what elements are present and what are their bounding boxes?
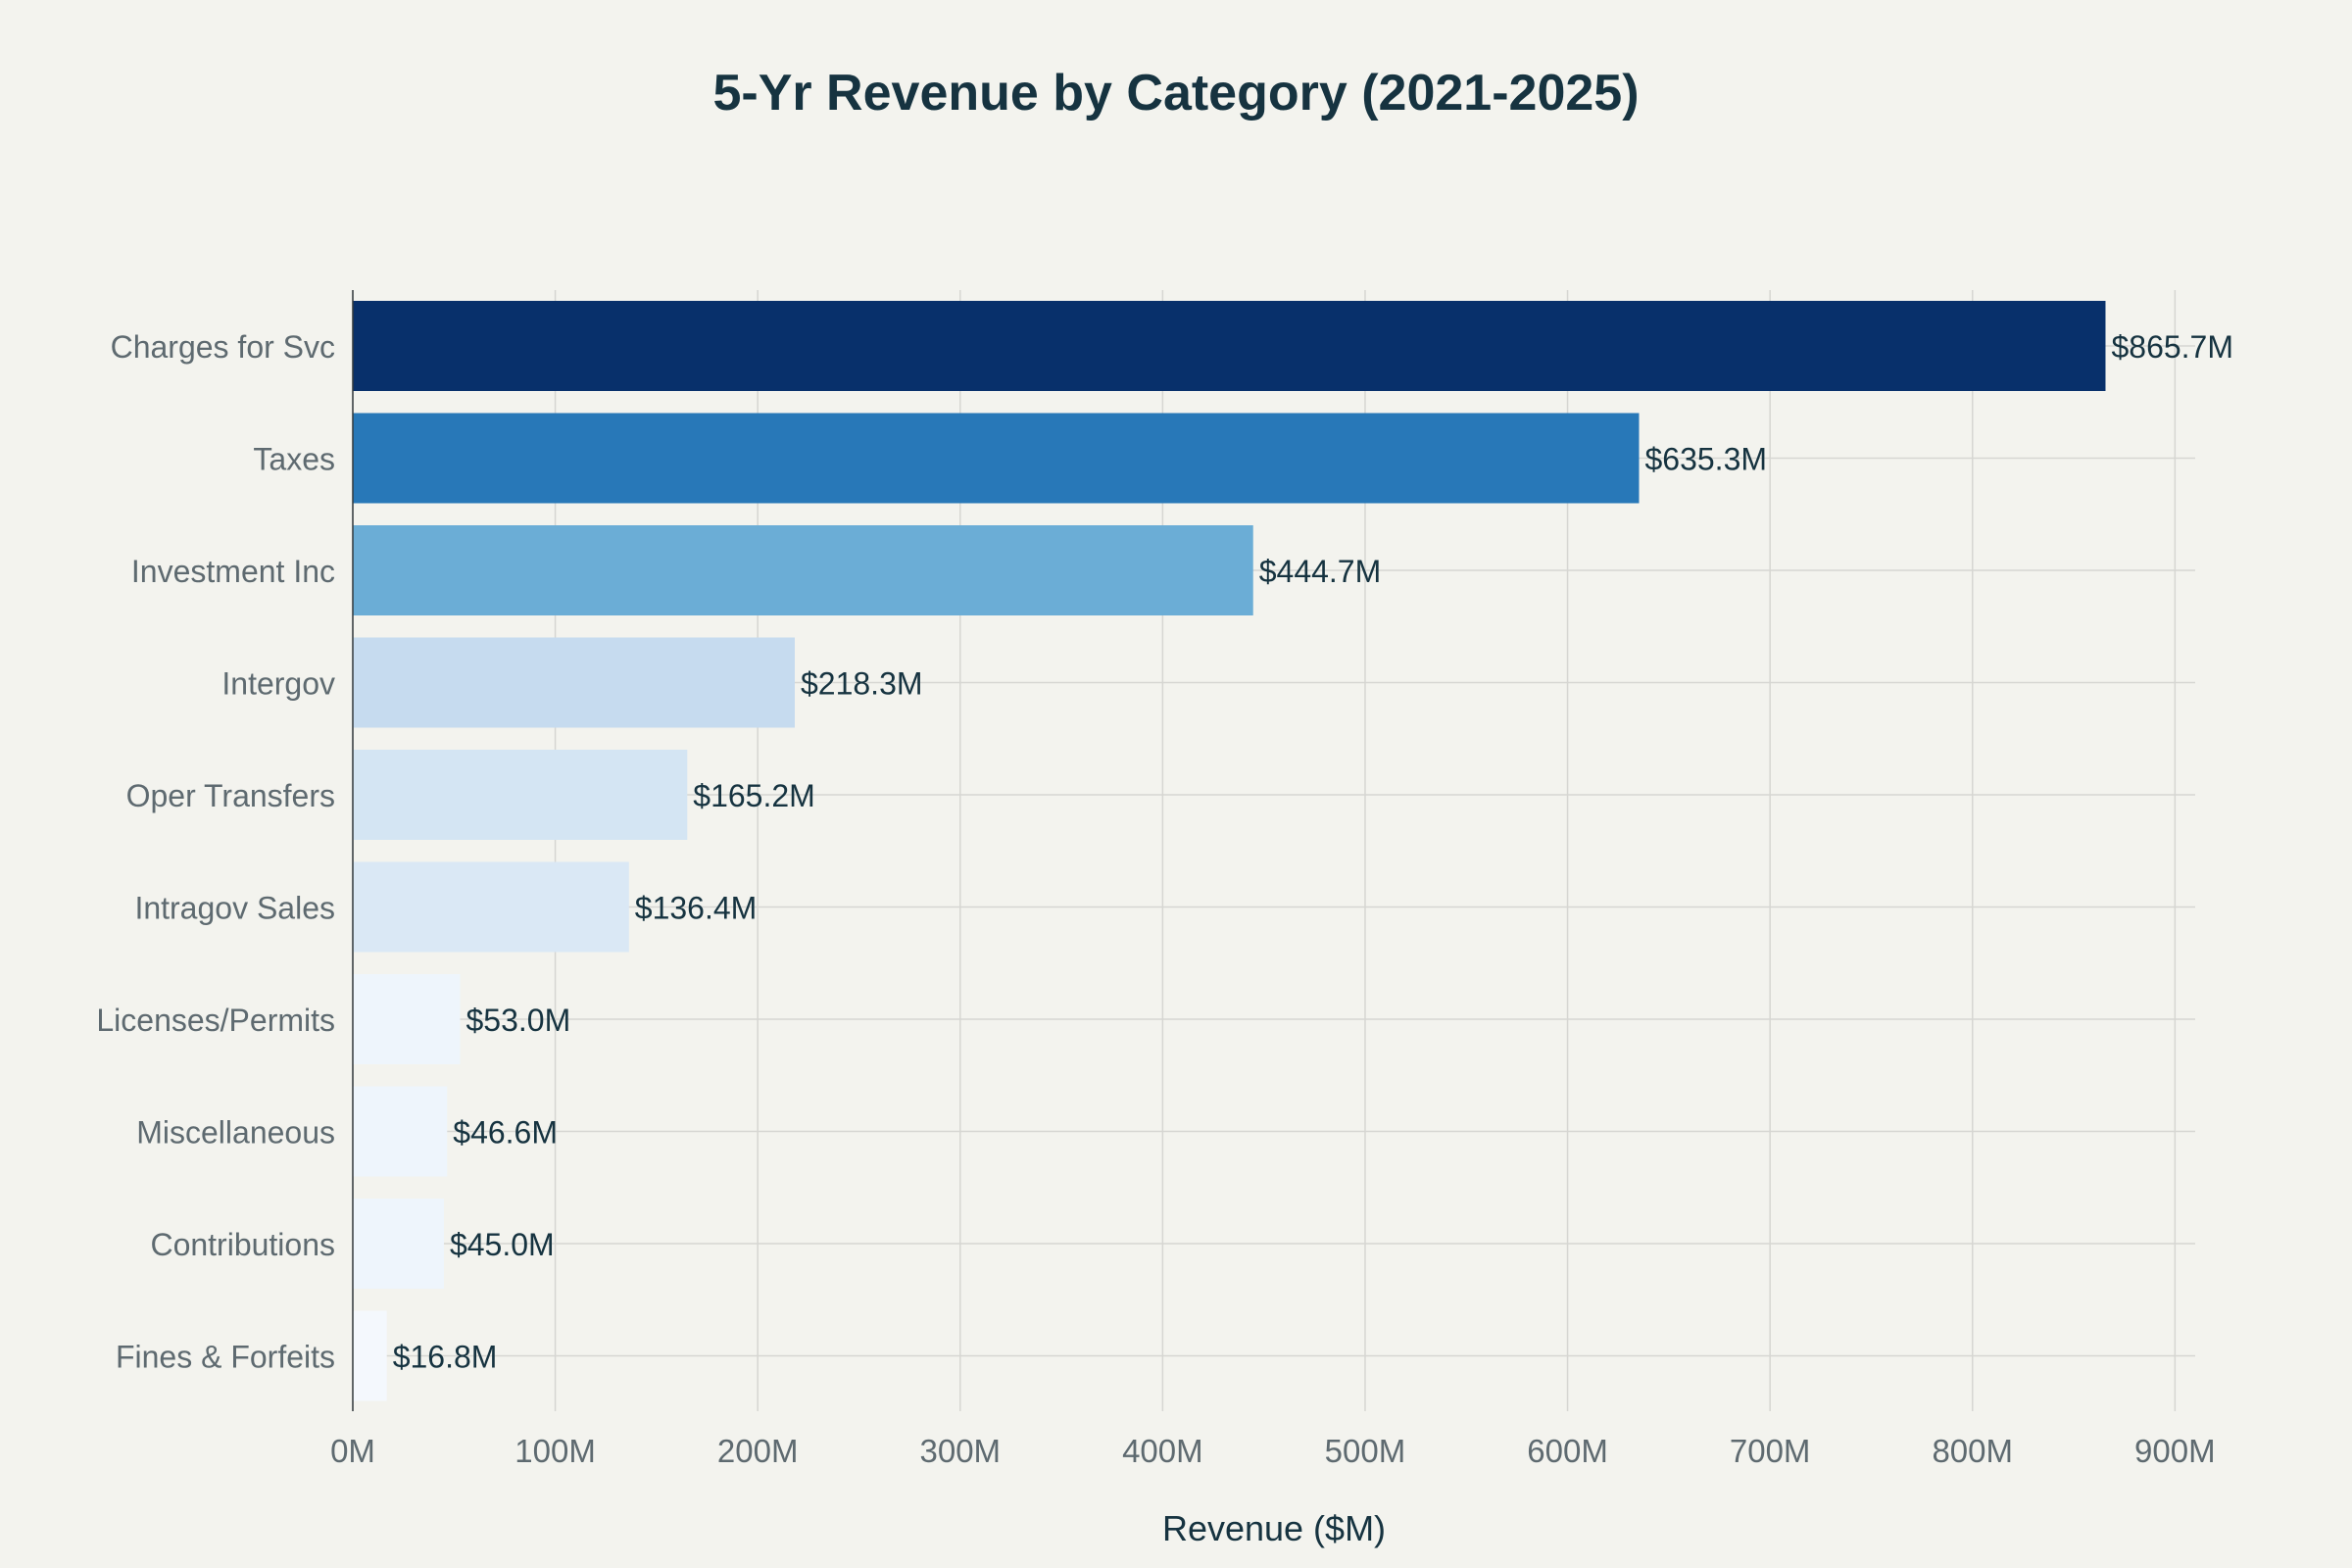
bar [353,750,688,840]
y-category-label: Miscellaneous [136,1115,335,1151]
y-category-label: Taxes [253,442,335,477]
bar [353,974,461,1064]
bar-value-label: $136.4M [635,891,758,926]
y-category-label: Licenses/Permits [96,1003,335,1038]
x-axis-ticks: 0M 100M 200M 300M 400M 500M 600M 700M 800M 900M [330,1433,2216,1469]
x-tick-label: 800M [1932,1433,2013,1469]
y-category-label: Charges for Svc [111,329,335,365]
bar [353,1310,387,1401]
y-category-label: Contributions [150,1227,335,1262]
x-tick-label: 300M [919,1433,1001,1469]
y-category-label: Intergov [221,666,335,702]
bar-value-label: $46.6M [453,1115,558,1151]
bar-value-label: $865.7M [2111,329,2233,365]
data-labels: $865.7M $635.3M $444.7M $218.3M $165.2M $136.… [393,329,2233,1375]
bar [353,413,1640,504]
bar-value-label: $45.0M [450,1227,555,1262]
bar [353,1199,444,1289]
x-axis-label: Revenue ($M) [1162,1508,1386,1548]
bar [353,525,1253,615]
x-tick-label: 900M [2134,1433,2216,1469]
y-category-label: Oper Transfers [126,778,335,813]
x-tick-label: 600M [1527,1433,1608,1469]
bar-value-label: $165.2M [693,778,815,813]
bar [353,301,2106,391]
bars [353,301,2106,1401]
bar [353,637,795,728]
x-tick-label: 700M [1730,1433,1811,1469]
x-tick-label: 400M [1122,1433,1203,1469]
bar-value-label: $53.0M [466,1003,570,1038]
y-category-label: Fines & Forfeits [116,1340,335,1375]
x-tick-label: 200M [717,1433,799,1469]
category-labels: Charges for Svc Taxes Investment Inc Interg… [96,329,335,1375]
chart-title: 5-Yr Revenue by Category (2021-2025) [712,65,1639,122]
bar-value-label: $635.3M [1644,442,1767,477]
x-tick-label: 100M [514,1433,596,1469]
x-tick-label: 0M [330,1433,375,1469]
bar-value-label: $444.7M [1259,554,1382,589]
bar [353,861,629,953]
bar-value-label: $218.3M [801,666,923,702]
bar [353,1086,448,1177]
x-tick-label: 500M [1325,1433,1406,1469]
y-category-label: Investment Inc [131,554,335,589]
bar-value-label: $16.8M [393,1340,498,1375]
y-category-label: Intragov Sales [134,891,335,926]
